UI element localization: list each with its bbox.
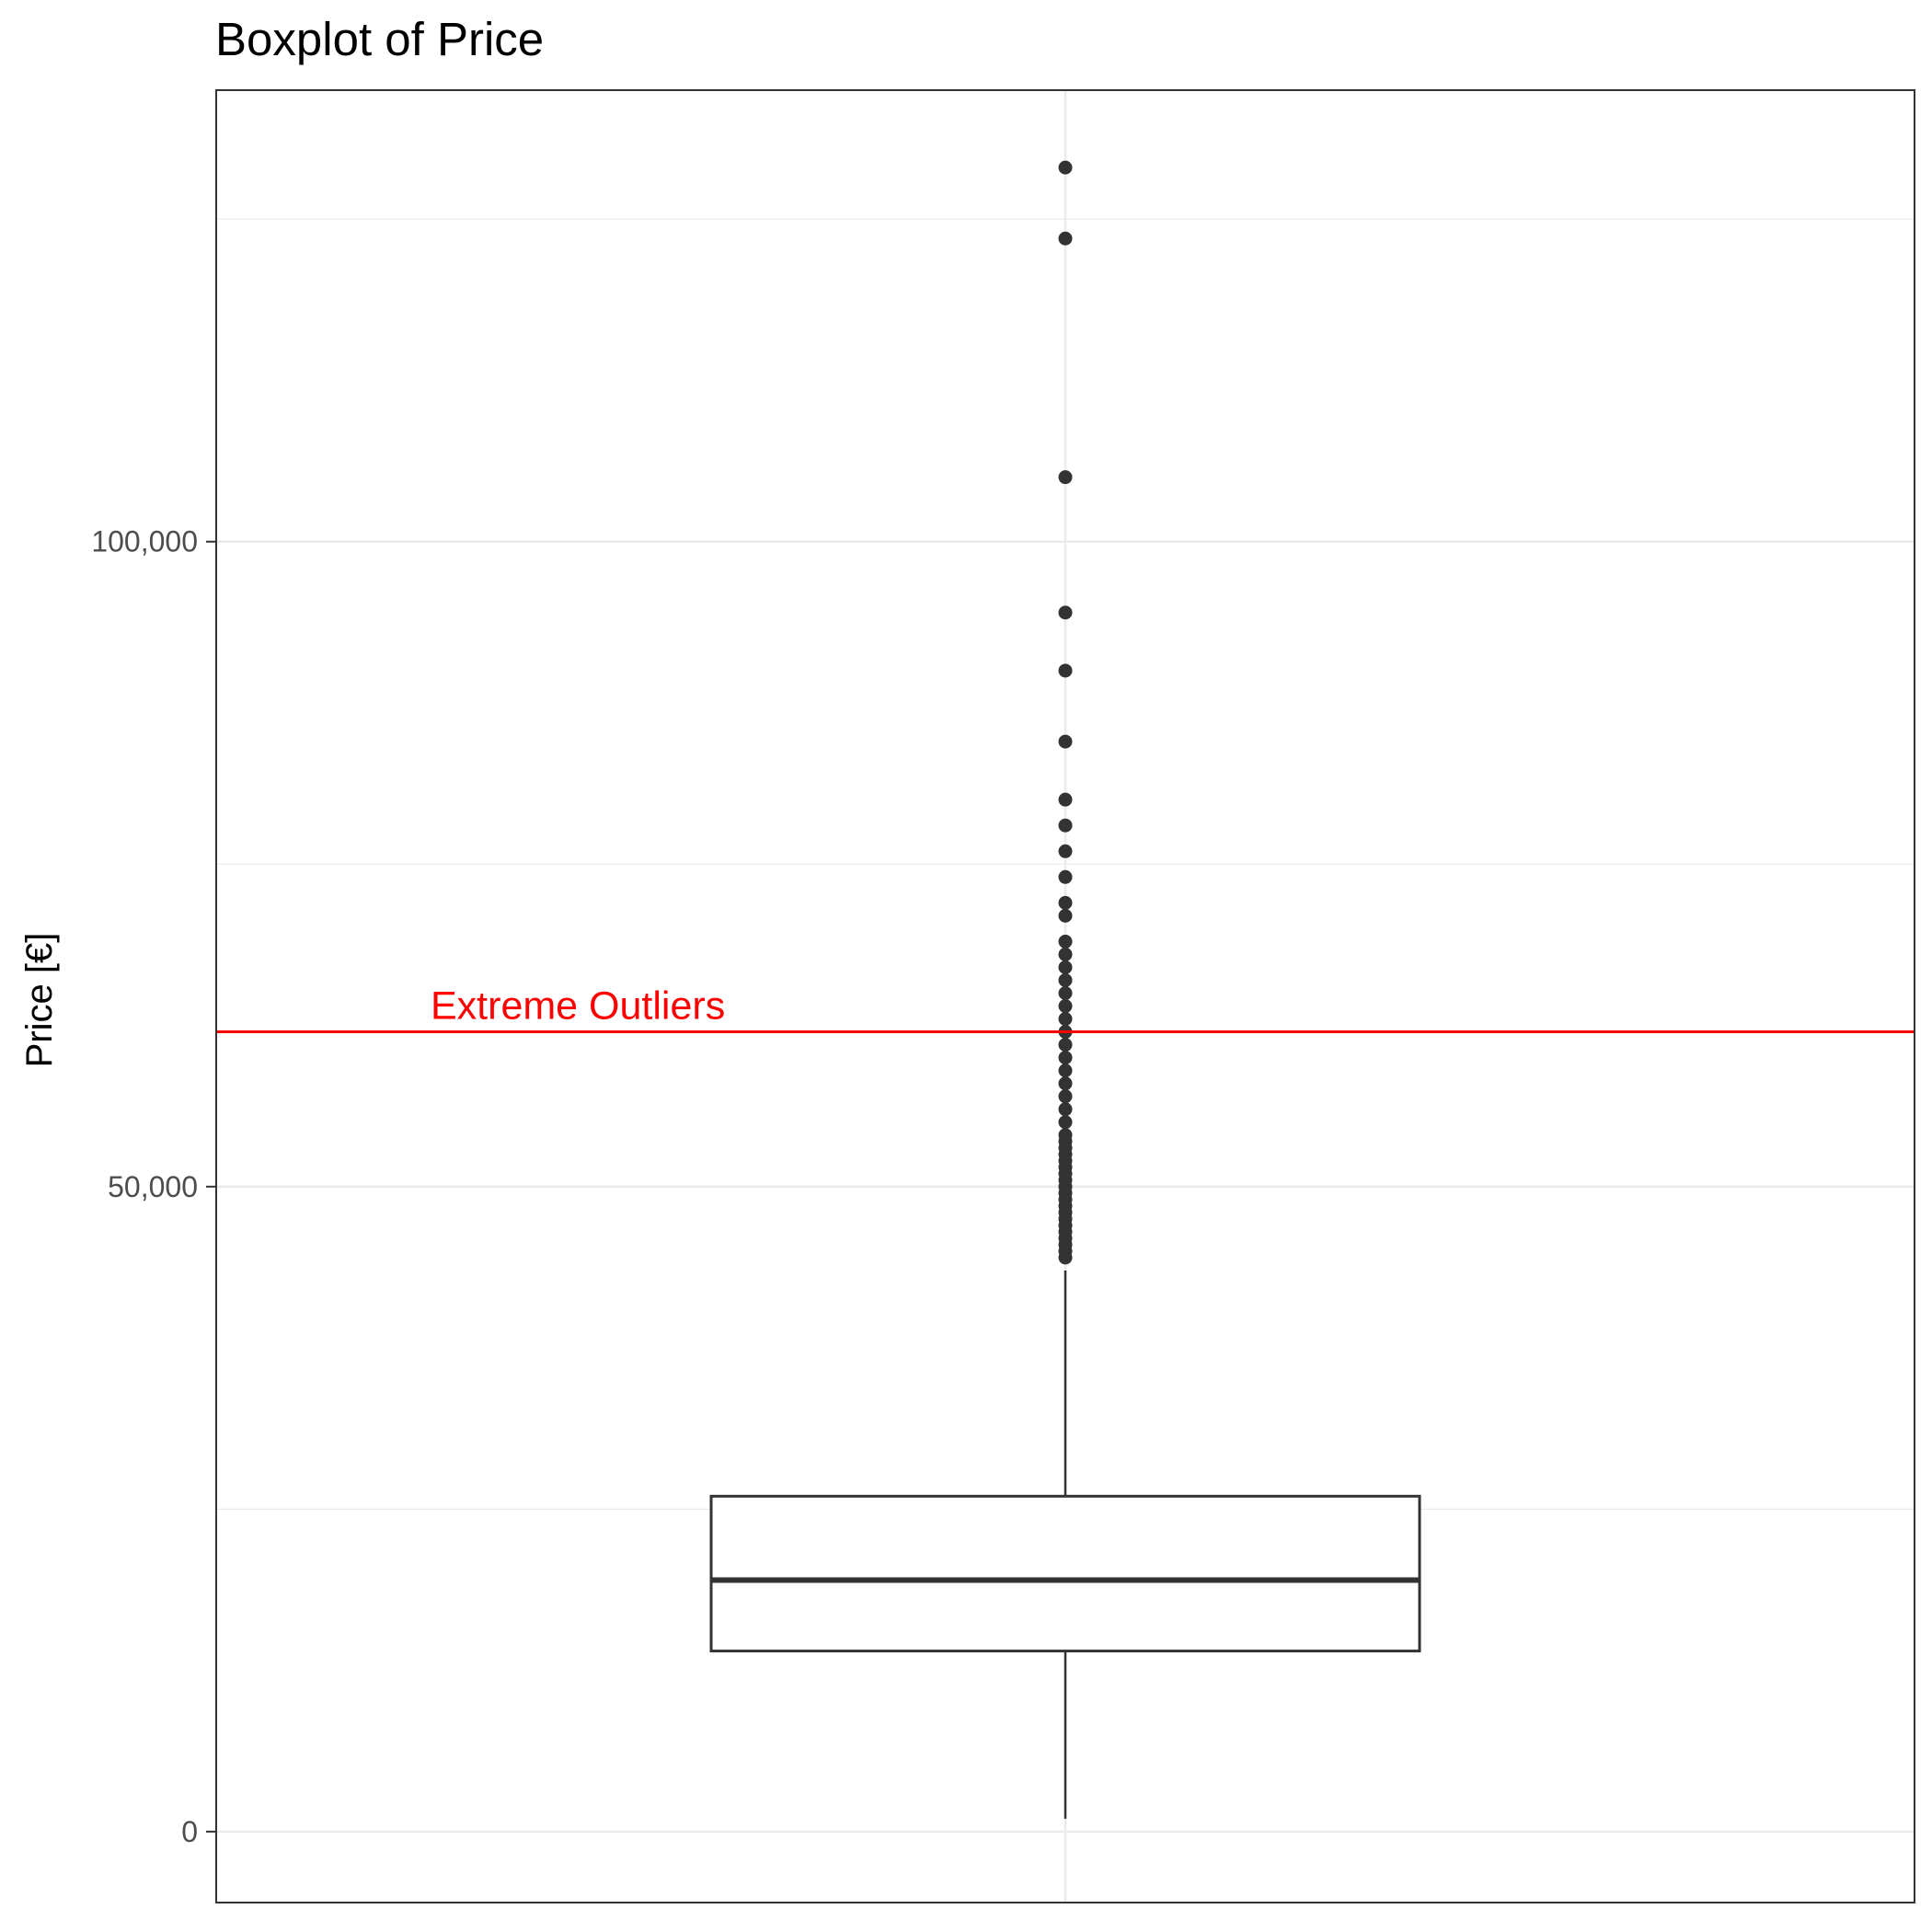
y-tick-label: 0 [181,1815,198,1848]
outlier-point [1058,792,1073,807]
iqr-box [709,1494,1421,1653]
outlier-point [1058,1051,1073,1065]
outlier-point [1058,231,1073,246]
outlier-point [1058,1102,1073,1117]
outlier-point [1058,1076,1073,1091]
outlier-point [1058,869,1073,884]
y-tick-label: 50,000 [108,1170,198,1203]
outlier-point [1058,908,1073,923]
outlier-point [1058,999,1073,1014]
outlier-point [1058,160,1073,175]
extreme-outliers-label: Extreme Outliers [431,984,725,1029]
outlier-point [1058,960,1073,974]
box-layer [709,160,1421,1819]
outlier-point [1058,934,1073,949]
panel-border [215,89,1915,1903]
y-tick-label: 100,000 [91,525,198,558]
outlier-point [1058,1012,1073,1027]
outlier-point [1058,1038,1073,1052]
outlier-point [1058,1115,1073,1130]
outlier-point [1058,1064,1073,1078]
outlier-point [1058,818,1073,833]
outlier-point [1058,947,1073,961]
y-axis-title: Price [€] [19,933,60,1068]
outlier-point [1058,734,1073,749]
outlier-point [1058,985,1073,1000]
y-axis: 0 50,000 100,000 [91,525,216,1848]
outlier-point [1058,972,1073,987]
outlier-point [1058,470,1073,485]
outlier-point [1058,1089,1073,1104]
outlier-point [1058,605,1073,620]
outlier-point [1058,895,1073,910]
chart-title: Boxplot of Price [215,13,544,65]
outlier-point [1058,1128,1073,1143]
outlier-point [1058,844,1073,858]
reference-layer: Extreme Outliers [216,984,1915,1034]
outlier-point [1058,663,1073,678]
